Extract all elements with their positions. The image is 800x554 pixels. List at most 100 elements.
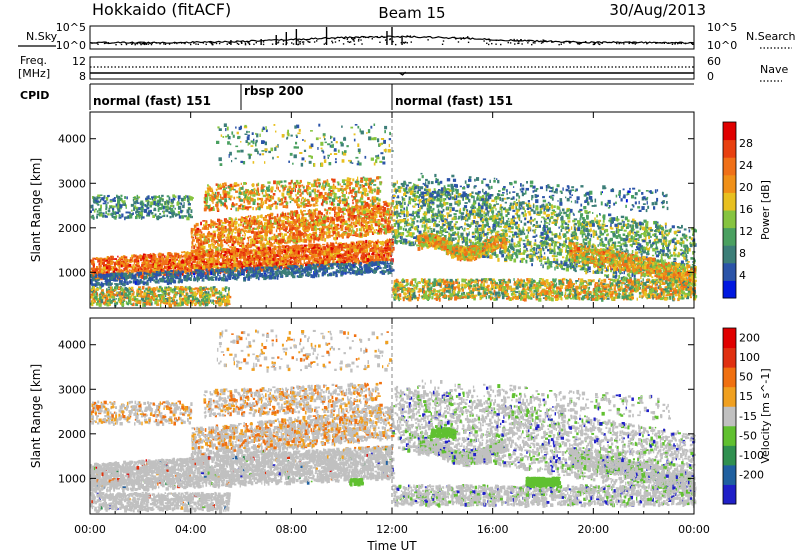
power-pixel — [132, 265, 135, 270]
power-pixel — [366, 258, 370, 262]
power-pixel — [210, 276, 213, 279]
power-pixel — [210, 254, 213, 258]
power-pixel — [364, 256, 367, 259]
power-pixel — [152, 262, 155, 266]
power-pixel — [381, 261, 384, 264]
power-pixel — [385, 244, 388, 247]
power-pixel — [243, 253, 246, 257]
power-pixel — [374, 242, 376, 245]
power-pixel — [355, 255, 358, 258]
power-pixel — [147, 254, 150, 257]
power-pixel — [241, 273, 244, 276]
power-pixel — [120, 255, 123, 260]
power-pixel — [262, 247, 266, 252]
power-pixel — [284, 263, 287, 268]
power-pixel — [368, 244, 370, 249]
nsearch-dot — [389, 38, 392, 40]
power-pixel — [311, 237, 313, 241]
power-pixel — [156, 259, 158, 263]
power-pixel — [124, 258, 128, 261]
power-pixel — [264, 222, 268, 225]
power-pixel — [178, 269, 181, 272]
power-pixel — [357, 250, 360, 254]
power-pixel — [219, 274, 221, 279]
power-pixel — [387, 270, 390, 273]
power-pixel — [146, 270, 150, 274]
power-pixel — [145, 256, 149, 261]
power-pixel — [370, 255, 373, 259]
power-pixel — [338, 261, 341, 264]
power-pixel — [295, 265, 299, 268]
power-pixel — [289, 261, 293, 263]
power-pixel — [235, 274, 238, 277]
nsearch-dot — [183, 42, 185, 44]
power-pixel — [135, 254, 137, 257]
power-pixel — [277, 274, 279, 277]
power-pixel — [289, 246, 293, 250]
power-pixel — [300, 255, 304, 258]
power-pixel — [223, 234, 226, 237]
power-pixel — [107, 279, 111, 282]
power-pixel — [210, 239, 213, 243]
power-pixel — [123, 281, 127, 284]
power-pixel — [111, 268, 115, 271]
power-pixel — [260, 258, 264, 261]
power-pixel — [169, 269, 171, 273]
power-pixel — [361, 243, 364, 245]
nsearch-dot — [457, 41, 460, 43]
power-pixel — [192, 271, 196, 276]
power-pixel — [158, 260, 162, 263]
power-pixel — [330, 252, 334, 257]
power-pixel — [212, 249, 214, 253]
power-pixel — [201, 272, 204, 276]
power-pixel — [370, 248, 373, 251]
power-pixel — [300, 265, 304, 270]
power-pixel — [301, 246, 304, 250]
power-pixel — [227, 252, 229, 255]
power-pixel — [208, 257, 212, 262]
nsearch-dot — [215, 42, 218, 45]
power-pixel — [311, 250, 315, 254]
freq-panel: Freq. [MHz] 12 8 60 0 Nave — [18, 54, 788, 83]
power-pixel — [343, 260, 346, 265]
power-pixel — [122, 264, 126, 268]
power-pixel — [255, 235, 258, 238]
power-pixel — [343, 213, 346, 215]
power-pixel — [322, 227, 325, 231]
power-pixel — [198, 269, 201, 272]
nsearch-dot — [632, 42, 634, 45]
power-pixel — [209, 264, 212, 269]
power-pixel — [301, 270, 304, 273]
nsearch-dot — [253, 43, 255, 46]
power-pixel — [193, 259, 197, 263]
power-pixel — [211, 273, 214, 276]
power-pixel — [344, 250, 348, 254]
power-pixel — [311, 227, 315, 231]
power-pixel — [149, 254, 151, 257]
power-pixel — [99, 275, 103, 279]
power-pixel — [157, 263, 161, 267]
nsearch-dot — [358, 38, 360, 41]
power-pixel — [383, 254, 386, 258]
power-pixel — [278, 262, 282, 266]
power-pixel — [377, 253, 381, 256]
power-pixel — [170, 274, 174, 278]
power-pixel — [367, 266, 370, 271]
power-pixel — [238, 263, 241, 267]
power-pixel — [357, 259, 359, 262]
nsearch-dot — [209, 41, 211, 44]
power-pixel — [134, 258, 138, 263]
power-pixel — [240, 255, 242, 260]
power-pixel — [156, 267, 160, 271]
power-pixel — [346, 247, 350, 251]
nsearch-dot — [149, 42, 151, 44]
power-pixel — [246, 219, 250, 223]
power-pixel — [211, 254, 215, 258]
power-pixel — [103, 270, 106, 274]
power-pixel — [293, 267, 296, 270]
power-pixel — [377, 247, 379, 250]
power-pixel — [335, 269, 339, 272]
nsearch-dot — [144, 42, 146, 44]
power-pixel — [265, 232, 268, 237]
power-pixel — [105, 257, 109, 261]
